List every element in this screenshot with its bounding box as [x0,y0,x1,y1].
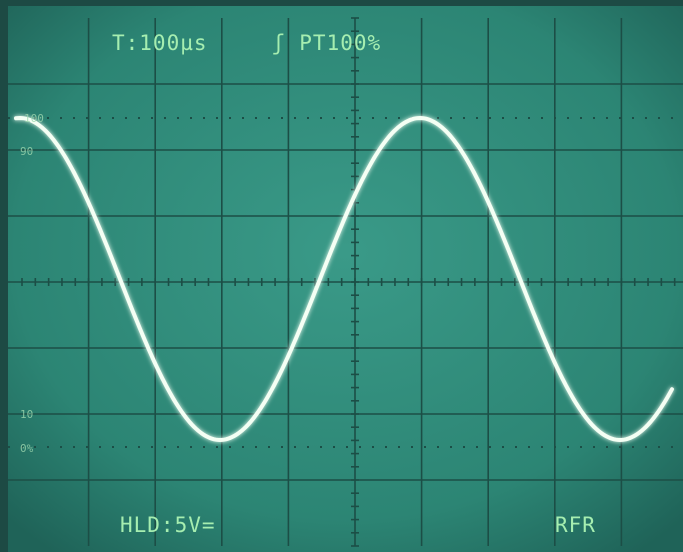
graticule [8,17,683,547]
scale-label: 90 [20,145,33,158]
trigger-readout: ʃ PT100% [272,31,381,55]
hold-readout: HLD:5V= [120,513,216,537]
scale-label: 10 [20,408,33,421]
timebase-readout: T:100µs [112,31,208,55]
scale-label: 0% [20,442,34,455]
mode-readout: RFR [555,513,596,537]
trace-group [14,115,674,443]
scale-label: 100 [24,112,44,125]
waveform-trace [14,115,674,443]
